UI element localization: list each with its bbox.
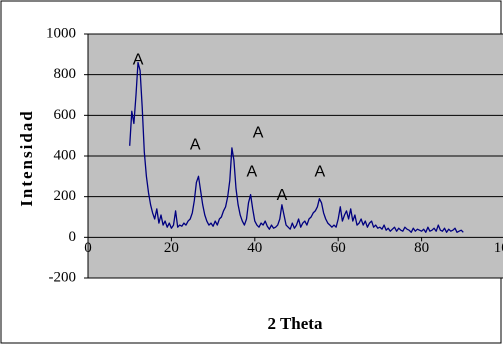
x-tick-label: 0 [84, 240, 92, 256]
data-line [129, 61, 464, 233]
y-tick-label: 400 [54, 147, 77, 163]
x-tick-label: 40 [247, 240, 262, 256]
y-tick-label: -200 [49, 269, 77, 285]
x-tick-label: 20 [164, 240, 179, 256]
annotation: A [315, 163, 326, 180]
x-tick-label: 80 [414, 240, 429, 256]
x-axis-title: 2 Theta [268, 314, 323, 333]
y-tick-label: 600 [54, 107, 77, 123]
annotation: A [133, 52, 144, 69]
y-axis-title: Intensidad [17, 109, 36, 206]
x-tick-label: 100 [494, 240, 503, 256]
annotation: A [190, 136, 201, 153]
annotation: A [253, 124, 264, 141]
y-tick-label: 800 [54, 66, 77, 82]
y-tick-label: 200 [54, 188, 77, 204]
annotation: A [277, 187, 288, 204]
y-tick-label: 1000 [46, 25, 76, 41]
x-tick-label: 60 [331, 240, 346, 256]
annotation: A [247, 163, 258, 180]
y-tick-label: 0 [69, 229, 77, 245]
